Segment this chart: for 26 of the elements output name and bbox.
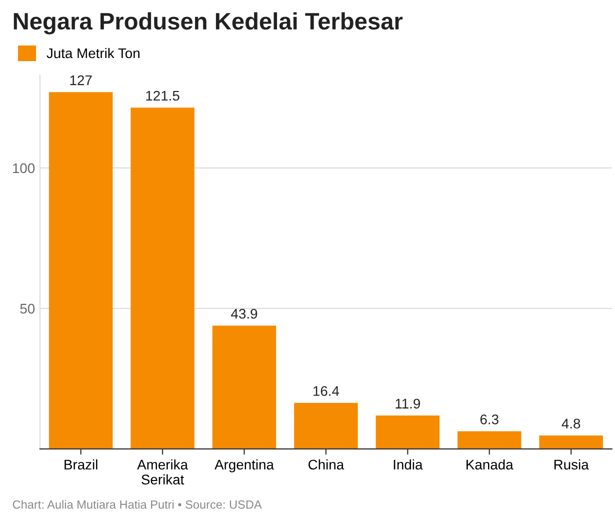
data-label: 11.9 (396, 398, 420, 409)
x-tick-label: Argentina (214, 459, 274, 472)
y-tick-label: 100 (13, 163, 35, 174)
data-label: 43.9 (231, 308, 258, 319)
legend-label: Juta Metrik Ton (46, 48, 140, 58)
bar (212, 326, 276, 449)
x-tick-label: Rusia (554, 459, 589, 470)
bar (458, 431, 522, 449)
data-label: 6.3 (480, 414, 498, 424)
data-label: 16.4 (313, 386, 340, 396)
text: Chart: Aulia Mutiara Hatia Putri • Source: USDA (12, 500, 262, 509)
x-tick-label: Kanada (466, 459, 514, 470)
bar (130, 108, 194, 449)
chart-title: Negara Produsen Kedelai Terbesar (14, 12, 403, 34)
data-label: 4.8 (562, 418, 580, 429)
x-tick-label: China (308, 459, 344, 470)
bar (539, 435, 603, 449)
bar (376, 416, 440, 449)
x-tick-label: Brazil (64, 459, 98, 470)
data-label: 121.5 (146, 90, 180, 101)
x-tick-label: Amerika Serikat (137, 459, 188, 485)
x-tick-label: India (394, 459, 423, 470)
bar (48, 92, 113, 449)
y-tick-label: 50 (20, 304, 35, 314)
data-label: 127 (70, 75, 92, 86)
bar (294, 402, 358, 449)
